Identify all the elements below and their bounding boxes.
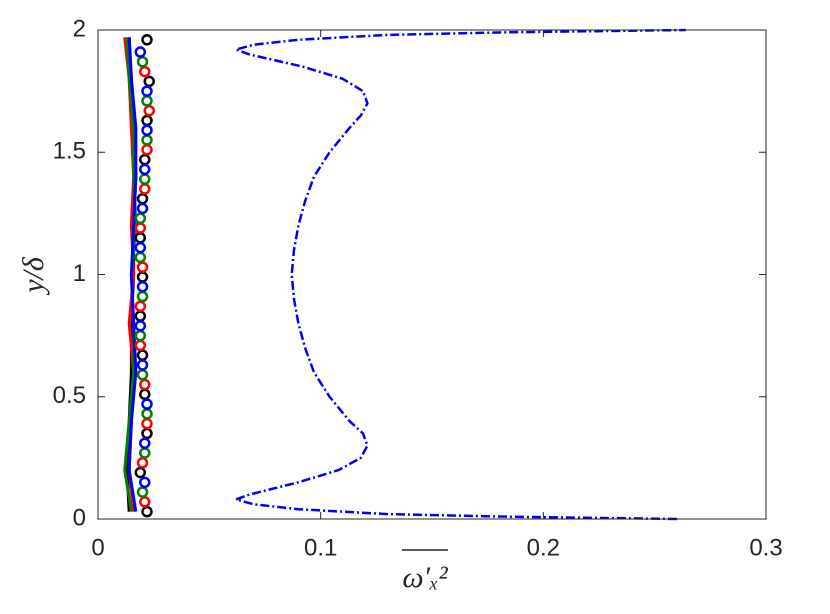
series-line	[234, 28, 686, 521]
marker	[136, 280, 149, 293]
marker	[134, 320, 147, 332]
marker	[141, 34, 153, 46]
marker	[139, 163, 151, 176]
marker	[141, 124, 153, 136]
marker	[139, 437, 151, 449]
series-line	[127, 37, 138, 512]
y-tick-label: 0	[73, 504, 86, 531]
marker	[136, 359, 149, 371]
y-tick-label: 0.5	[53, 382, 86, 409]
y-axis-label: y/δ	[17, 256, 50, 296]
marker	[134, 241, 147, 254]
marker	[134, 46, 147, 58]
y-tick-label: 1	[73, 260, 86, 287]
x-tick-label: 0.3	[749, 534, 782, 561]
x-tick-label: 0.2	[527, 534, 560, 561]
x-axis-label: ω′ₓ²	[402, 561, 448, 594]
marker	[141, 398, 153, 410]
marker	[136, 202, 149, 215]
marker	[141, 85, 153, 97]
y-tick-label: 2	[73, 15, 86, 42]
plot-area	[123, 28, 686, 521]
marker	[139, 476, 151, 489]
x-tick-label: 0	[91, 534, 104, 561]
y-tick-label: 1.5	[53, 138, 86, 165]
x-tick-label: 0.1	[304, 534, 337, 561]
